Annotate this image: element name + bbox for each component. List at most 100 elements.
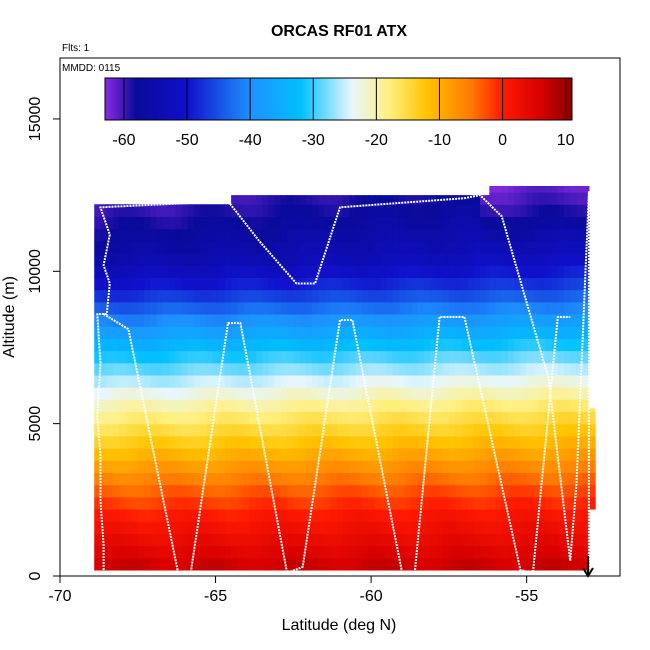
heatmap-cell [293, 435, 301, 449]
heatmap-cell [249, 460, 257, 473]
heatmap-cell [106, 545, 114, 559]
heatmap-cell [106, 484, 114, 498]
heatmap-cell [112, 521, 120, 534]
heatmap-cell [231, 326, 238, 339]
heatmap-cell [480, 448, 487, 461]
heatmap-cell [193, 289, 201, 303]
heatmap-cell [545, 240, 553, 254]
heatmap-cell [181, 411, 189, 425]
heatmap-cell [349, 508, 357, 522]
heatmap-cell [343, 338, 350, 352]
heatmap-cell [237, 253, 245, 266]
heatmap-cell [405, 508, 413, 522]
heatmap-cell [168, 460, 176, 473]
flights-note: Flts: 1 [62, 43, 90, 54]
heatmap-cell [112, 423, 120, 437]
heatmap-cell [361, 387, 369, 400]
heatmap-cell [181, 240, 189, 254]
heatmap-cell [206, 545, 214, 559]
heatmap-cell [442, 545, 450, 559]
heatmap-cell [119, 387, 126, 400]
heatmap-cell [330, 289, 338, 303]
heatmap-cell [461, 277, 469, 291]
heatmap-cell [361, 545, 369, 559]
heatmap-cell [131, 411, 139, 425]
heatmap-cell [508, 399, 515, 413]
heatmap-cell [287, 216, 294, 230]
heatmap-cell [430, 240, 438, 254]
heatmap-cell [243, 195, 251, 205]
heatmap-cell [187, 472, 195, 486]
heatmap-cell [361, 326, 369, 339]
heatmap-cell [442, 228, 450, 242]
heatmap-cell [200, 228, 207, 242]
heatmap-cell [100, 496, 108, 510]
heatmap-cell [405, 423, 413, 437]
heatmap-cell [405, 195, 413, 205]
heatmap-cell [386, 399, 394, 413]
heatmap-cell [100, 435, 108, 449]
heatmap-cell [514, 496, 522, 510]
heatmap-cell [545, 533, 553, 547]
heatmap-cell [576, 228, 584, 242]
heatmap-cell [131, 204, 139, 218]
heatmap-cell [150, 423, 158, 437]
heatmap-cell [355, 472, 363, 486]
heatmap-layer [94, 185, 596, 571]
heatmap-cell [343, 265, 350, 278]
heatmap-cell [392, 289, 400, 303]
heatmap-cell [330, 423, 338, 437]
heatmap-cell [557, 557, 565, 571]
heatmap-cell [262, 448, 270, 461]
heatmap-cell [181, 387, 189, 400]
heatmap-cell [218, 289, 226, 303]
heatmap-cell [181, 338, 189, 352]
heatmap-cell [495, 301, 503, 315]
heatmap-cell [557, 216, 565, 230]
heatmap-cell [150, 228, 158, 242]
heatmap-cell [570, 484, 578, 498]
heatmap-cell [312, 508, 319, 522]
heatmap-cell [280, 557, 288, 571]
heatmap-cell [545, 313, 553, 327]
heatmap-cell [343, 508, 350, 522]
heatmap-cell [380, 484, 388, 498]
heatmap-cell [380, 362, 388, 376]
heatmap-cell [231, 350, 238, 364]
heatmap-cell [380, 240, 388, 254]
heatmap-cell [520, 411, 528, 425]
heatmap-cell [187, 350, 195, 364]
heatmap-cell [119, 204, 126, 218]
heatmap-cell [355, 521, 363, 534]
heatmap-cell [386, 533, 394, 547]
heatmap-cell [461, 423, 469, 437]
heatmap-cell [268, 216, 276, 230]
colorbar: -60 -50 -40 -30 -20 -10 0 10 [104, 77, 575, 149]
heatmap-cell [424, 557, 431, 571]
heatmap-cell [380, 277, 388, 291]
heatmap-cell [268, 508, 276, 522]
heatmap-cell [455, 289, 462, 303]
heatmap-cell [380, 399, 388, 413]
heatmap-cell [187, 521, 195, 534]
heatmap-cell [119, 289, 126, 303]
heatmap-cell [330, 253, 338, 266]
heatmap-cell [486, 411, 490, 425]
heatmap-cell [520, 265, 528, 278]
heatmap-cell [473, 448, 481, 461]
heatmap-cell [495, 545, 503, 559]
heatmap-cell [473, 484, 481, 498]
heatmap-cell [293, 301, 301, 315]
heatmap-cell [392, 557, 400, 571]
heatmap-cell [144, 362, 151, 376]
heatmap-cell [564, 277, 571, 291]
heatmap-cell [231, 484, 238, 498]
heatmap-cell [417, 326, 425, 339]
heatmap-cell [551, 545, 559, 559]
heatmap-cell [355, 411, 363, 425]
heatmap-cell [162, 521, 170, 534]
heatmap-cell [436, 326, 444, 339]
heatmap-cell [243, 435, 251, 449]
heatmap-cell [424, 277, 431, 291]
heatmap-cell [467, 484, 475, 498]
